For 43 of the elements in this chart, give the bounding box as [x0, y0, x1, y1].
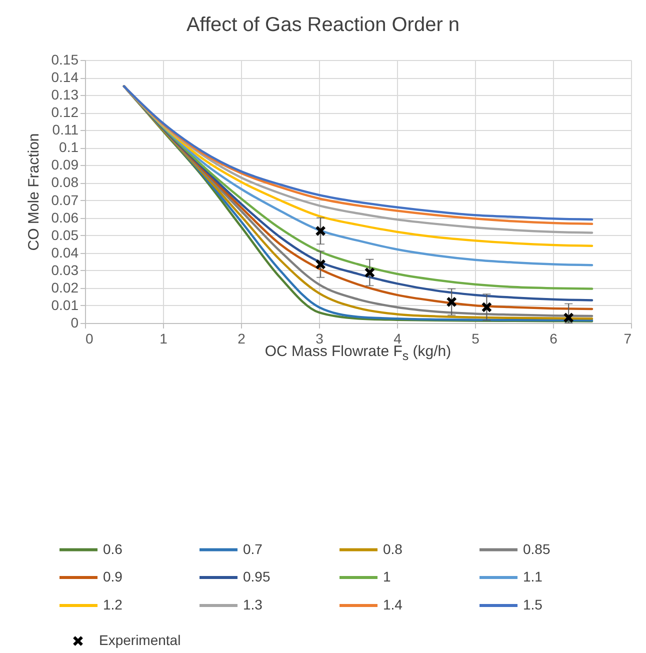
y-axis-title: CO Mole Fraction — [25, 133, 42, 251]
legend-label: 0.6 — [103, 540, 123, 557]
y-tick-label: 0.13 — [51, 86, 79, 103]
legend-label: 1.5 — [523, 596, 543, 612]
chart-title: Affect of Gas Reaction Order n — [186, 14, 460, 36]
legend-label: 1.1 — [523, 568, 543, 584]
point — [364, 267, 376, 278]
x-tick-label: 7 — [624, 330, 632, 346]
y-tick-label: 0.12 — [51, 104, 79, 120]
y-tick-label: 0.05 — [51, 226, 79, 243]
y-tick-label: 0.08 — [51, 174, 79, 190]
y-tick-label: 0.07 — [51, 192, 79, 208]
point — [446, 296, 457, 308]
y-tick-label: 0.09 — [51, 156, 79, 173]
x-tick-label: 5 — [472, 330, 480, 346]
y-tick-label: 0.03 — [51, 262, 79, 278]
point — [563, 312, 574, 324]
legend-label: 0.7 — [243, 540, 263, 557]
point — [315, 258, 326, 270]
legend-label: Experimental — [99, 632, 181, 648]
legend-label: 1.4 — [383, 596, 403, 612]
x-tick-label: 1 — [160, 330, 168, 346]
x-tick-label: 2 — [238, 330, 246, 346]
y-tick-label: 0.15 — [51, 52, 79, 68]
legend-label: 0.8 — [383, 540, 403, 557]
y-tick-label: 0.14 — [51, 69, 79, 86]
y-tick-label: 0.1 — [59, 139, 79, 156]
legend-label: 1.3 — [243, 596, 263, 612]
y-tick-label: 0.11 — [52, 122, 79, 138]
legend-label: 0.9 — [103, 568, 123, 584]
point — [481, 302, 492, 313]
point — [315, 226, 326, 236]
x-tick-label: 6 — [550, 330, 558, 346]
y-tick-label: 0.01 — [51, 296, 79, 313]
y-tick-label: 0.06 — [51, 209, 79, 226]
legend-label: 1.2 — [103, 596, 123, 612]
legend-label: 1 — [383, 568, 391, 584]
y-tick-label: 0.02 — [51, 279, 79, 296]
x-tick-label: 0 — [86, 330, 94, 346]
y-tick-label: 0 — [70, 314, 79, 330]
legend-label: 0.95 — [243, 568, 270, 584]
legend-label: 0.85 — [523, 540, 550, 557]
y-tick-label: 0.04 — [51, 244, 79, 260]
